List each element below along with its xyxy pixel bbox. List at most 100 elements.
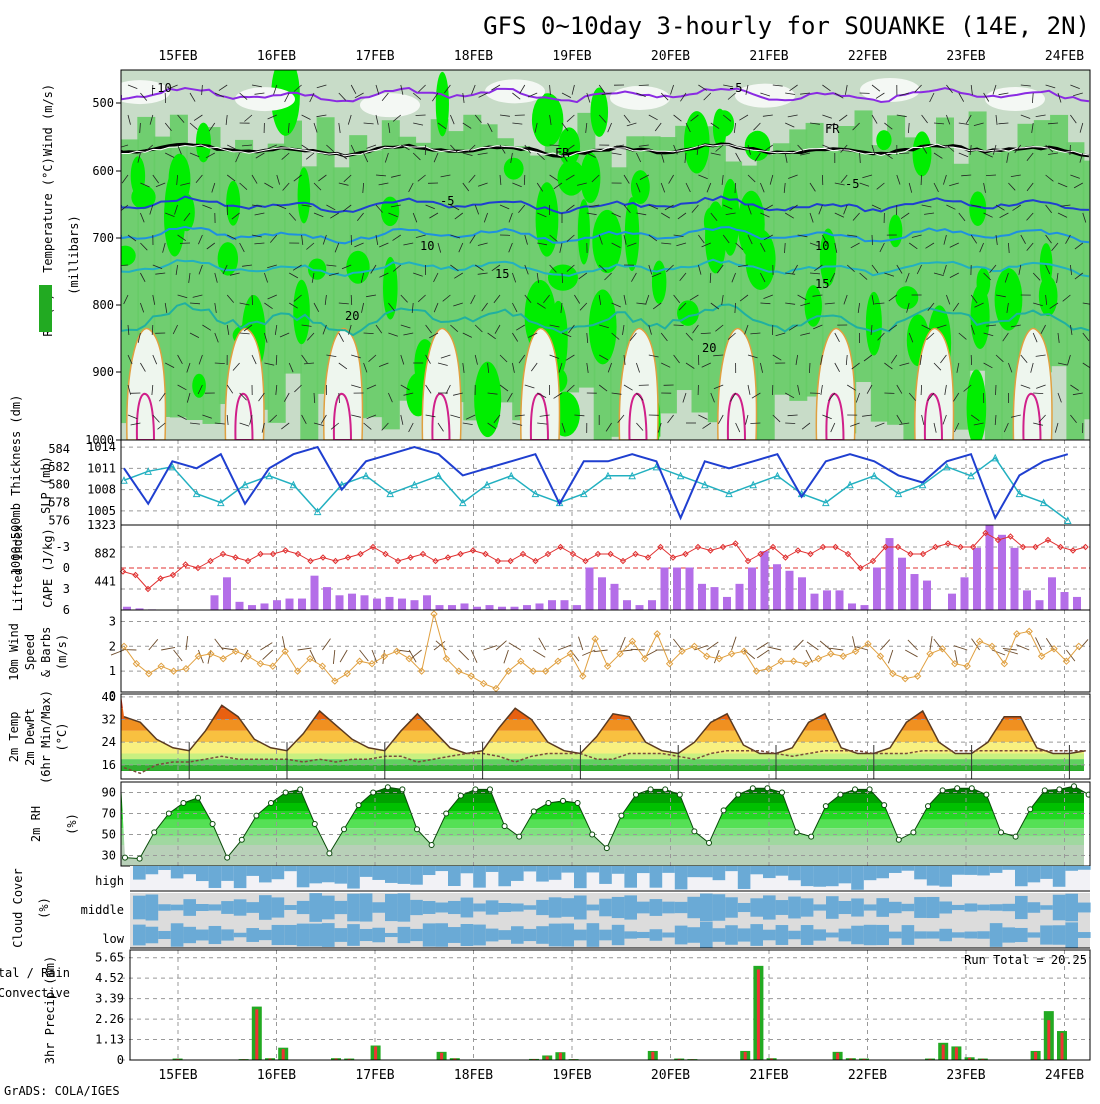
precip-conv-bar — [255, 1009, 258, 1060]
cloud-cell — [750, 898, 763, 916]
cape-bar — [523, 605, 531, 610]
cloud-cell — [1015, 866, 1028, 886]
cloud-cell — [549, 897, 562, 917]
rh-band — [203, 127, 221, 424]
precip-conv-bar — [546, 1056, 549, 1060]
wind-barb — [582, 650, 595, 656]
pressure-tick-label: 900 — [92, 365, 114, 379]
cloud-cell — [498, 866, 511, 886]
cloud-cell — [284, 905, 297, 910]
cloud-cell — [234, 866, 247, 888]
rh-ylabel-line: 2m RH — [29, 806, 43, 842]
precip-conv-bar — [1047, 1020, 1050, 1060]
cloud-cell — [876, 866, 889, 878]
cloud-cell — [347, 894, 360, 922]
cloud-cell — [486, 900, 499, 914]
cloud-cell — [146, 866, 159, 874]
wind-barb — [436, 641, 447, 650]
cloud-cell — [259, 866, 272, 882]
cape-bar — [998, 535, 1006, 610]
cloud-cell — [990, 866, 1003, 873]
top-date-label: 18FEB — [454, 49, 493, 64]
cloud-cell — [965, 932, 978, 939]
thickness-tick-label: 576 — [48, 514, 70, 528]
cloud-cell — [511, 926, 524, 944]
cloud-cell — [952, 932, 965, 937]
cloud-cell — [1015, 896, 1028, 919]
rh-blob — [293, 280, 310, 344]
cloud-cell — [776, 900, 789, 915]
temp-band — [121, 765, 1090, 771]
precip-tick-label: 4.52 — [95, 971, 124, 985]
rh-blob — [631, 170, 650, 204]
cloud-cell — [511, 866, 524, 881]
wind-barb — [905, 650, 917, 657]
top-date-label: 21FEB — [749, 49, 788, 64]
cloud-cell — [675, 866, 688, 889]
rh-blob — [578, 199, 590, 264]
precip-tick-label: 5.65 — [95, 951, 124, 965]
contour-label: 15 — [815, 277, 829, 291]
bottom-date-label: 22FEB — [848, 1068, 887, 1083]
wind-ylabel-line: & Barbs — [39, 627, 53, 678]
wind-barb — [829, 648, 843, 650]
slp-tick-label: 1011 — [87, 461, 116, 475]
wind-barb — [639, 85, 649, 86]
cloud-cell — [234, 933, 247, 937]
top-date-label: 24FEB — [1045, 49, 1084, 64]
rh-marker — [896, 837, 901, 842]
wind-barb — [908, 640, 918, 650]
cape-bar — [361, 595, 369, 610]
cloud-cell — [788, 897, 801, 919]
rh-blob — [115, 246, 136, 266]
cloud-cell — [826, 866, 839, 886]
cape-bar — [798, 577, 806, 610]
cloud-cell — [687, 866, 700, 877]
upper-air-panel — [110, 56, 1100, 474]
cloud-cell — [183, 899, 196, 916]
cape-bar — [1048, 577, 1056, 610]
cloud-cell — [309, 866, 322, 883]
cloud-cell — [473, 903, 486, 911]
rh-marker — [604, 846, 609, 851]
wind-barb — [333, 650, 334, 664]
contour-label: 20 — [702, 341, 716, 355]
cloud-cell — [246, 902, 259, 913]
cloud-cell — [902, 866, 915, 871]
rh-marker — [663, 787, 668, 792]
bottom-date-label: 20FEB — [651, 1068, 690, 1083]
rh-blob — [557, 160, 585, 195]
rh-marker — [342, 827, 347, 832]
cloud-cell — [738, 928, 751, 941]
bottom-date-label: 15FEB — [158, 1068, 197, 1083]
cloud-cell — [839, 929, 852, 942]
cloud-cell — [977, 905, 990, 911]
cloud-cell — [813, 866, 826, 887]
precip-conv-bar — [836, 1053, 839, 1060]
rh-blob — [536, 182, 559, 256]
wind-barb — [282, 636, 285, 650]
cloud-cell — [284, 866, 297, 871]
cloud-cell — [360, 866, 373, 877]
cape-bar — [461, 603, 469, 610]
rh-marker — [327, 851, 332, 856]
wind-barb — [768, 647, 782, 650]
wind-barb — [1070, 145, 1071, 155]
rh-marker — [867, 787, 872, 792]
cloud-cell — [1053, 866, 1066, 887]
top-date-label: 19FEB — [552, 49, 591, 64]
cloud-cell — [536, 866, 549, 882]
wind-barb — [1016, 645, 1029, 650]
pressure-tick-label: 800 — [92, 298, 114, 312]
cloud-cell — [322, 923, 335, 947]
cloud-cell — [713, 928, 726, 942]
wind-ylabel-line: 10m Wind — [7, 623, 21, 681]
bottom-date-label: 19FEB — [552, 1068, 591, 1083]
cloud-cell — [423, 923, 436, 946]
precip-tick-label: 2.26 — [95, 1012, 124, 1026]
cape-bar — [573, 605, 581, 610]
temperature-label: Temperature (°C) — [41, 157, 55, 273]
cape-bar — [236, 602, 244, 610]
